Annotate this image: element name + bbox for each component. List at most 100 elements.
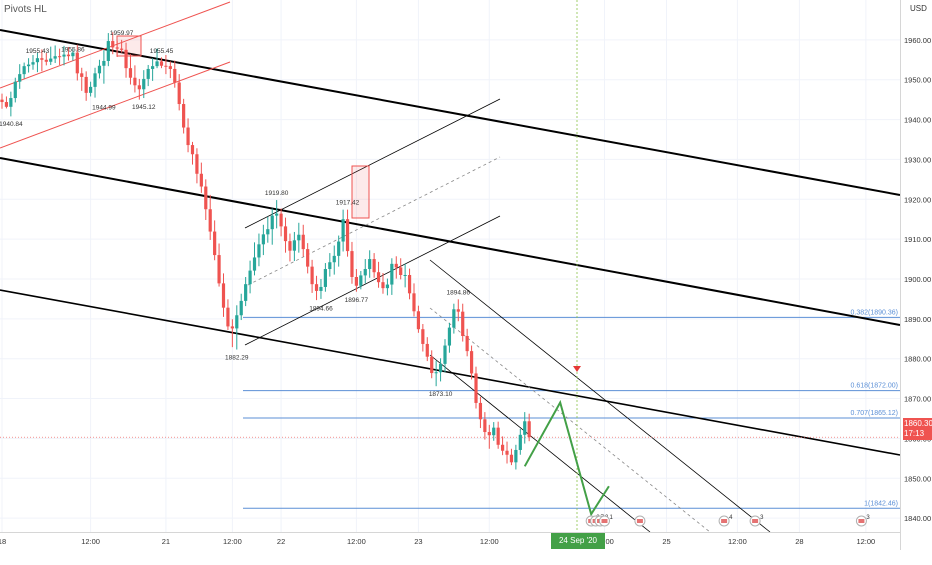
candle	[124, 49, 128, 69]
candle	[306, 249, 310, 267]
candle	[195, 154, 199, 174]
candle	[354, 276, 358, 286]
candle	[155, 61, 159, 67]
candle	[226, 307, 230, 327]
pivot-label: 1940.84	[0, 121, 23, 128]
candle	[244, 284, 248, 301]
flag-icon	[636, 519, 643, 523]
pivot-label: 1882.29	[225, 355, 249, 362]
pivot-label: 1873.10	[429, 391, 453, 398]
candle	[75, 52, 79, 74]
candle	[438, 363, 443, 373]
candle	[288, 241, 292, 251]
candle	[323, 269, 327, 287]
candle	[49, 58, 53, 62]
candle	[385, 284, 390, 289]
candle	[359, 275, 363, 286]
candle	[71, 52, 75, 57]
candle	[452, 309, 456, 328]
channel-line	[0, 1, 231, 89]
candle	[221, 283, 226, 308]
event-count: 4	[729, 515, 733, 521]
pivot-highlight-box	[351, 165, 370, 219]
candle	[465, 335, 469, 352]
currency-label: USD	[910, 4, 927, 13]
candle	[514, 449, 518, 463]
candle	[403, 275, 407, 276]
candle	[292, 240, 296, 251]
candle	[204, 186, 208, 210]
candle	[337, 241, 341, 256]
candle	[319, 286, 323, 291]
candle	[159, 61, 164, 66]
fib-label: 0.618(1872.00)	[851, 383, 898, 390]
candle	[518, 434, 522, 450]
candle	[31, 62, 35, 65]
pivot-label: 1955.45	[150, 48, 174, 55]
pivot-label: 1894.66	[309, 305, 333, 312]
candle	[328, 262, 332, 270]
candle	[80, 73, 84, 77]
candle	[523, 421, 527, 435]
candle	[487, 432, 491, 436]
candle	[372, 259, 376, 273]
flag-icon	[721, 519, 728, 523]
pivot-label: 1955.86	[61, 46, 85, 53]
event-count: 3	[866, 515, 870, 521]
candle	[137, 85, 141, 90]
candle	[412, 293, 416, 312]
candle	[425, 343, 429, 357]
candle	[106, 41, 110, 61]
channel-line	[244, 215, 501, 346]
candle	[447, 327, 452, 346]
candle	[474, 373, 478, 403]
candle	[26, 64, 31, 67]
candle	[128, 68, 133, 78]
candle	[22, 66, 26, 75]
pivot-label: 1896.77	[345, 297, 369, 304]
candle	[381, 282, 385, 289]
current-price-value: 1860.30	[904, 419, 932, 428]
candle	[168, 66, 172, 69]
candle	[492, 427, 496, 436]
flag-icon	[858, 519, 865, 523]
candle	[376, 272, 381, 283]
projection-path	[523, 399, 610, 517]
pivot-label: 1944.99	[92, 105, 116, 112]
candle	[297, 234, 301, 241]
candle	[208, 209, 212, 232]
candle	[390, 263, 394, 285]
indicator-legend: Pivots HL	[4, 4, 47, 15]
price-axis[interactable]	[900, 0, 932, 550]
grid	[0, 0, 900, 532]
candle	[151, 66, 155, 69]
channel-line	[429, 354, 651, 533]
crosshair-time-label: 24 Sep '20 02:30	[551, 533, 605, 561]
candle	[239, 300, 243, 316]
time-axis[interactable]	[0, 532, 900, 551]
event-markers[interactable]: 2721433	[585, 515, 870, 527]
candle	[53, 56, 57, 59]
candle	[182, 104, 186, 128]
price-chart[interactable]: 0.382(1890.36) 0.618(1872.00) 0.707(1865.1…	[0, 0, 932, 550]
candle	[310, 266, 314, 285]
candle	[97, 65, 102, 74]
candle	[89, 86, 93, 93]
candle	[407, 275, 412, 294]
candle	[345, 219, 350, 252]
candle	[217, 255, 221, 284]
pivot-label: 1919.80	[265, 190, 289, 197]
pivot-label: 1959.97	[110, 30, 134, 37]
candles	[0, 32, 531, 470]
channel-midline	[429, 307, 711, 533]
event-count: 1	[609, 515, 613, 521]
trend-drawings	[0, 0, 901, 533]
candle	[399, 267, 403, 275]
pivot-highlight-box	[116, 35, 142, 57]
candle	[35, 58, 40, 63]
candle	[62, 54, 66, 57]
candle	[301, 234, 305, 250]
candle	[461, 311, 465, 336]
pivot-label: 1955.43	[26, 48, 50, 55]
candle	[363, 269, 367, 276]
